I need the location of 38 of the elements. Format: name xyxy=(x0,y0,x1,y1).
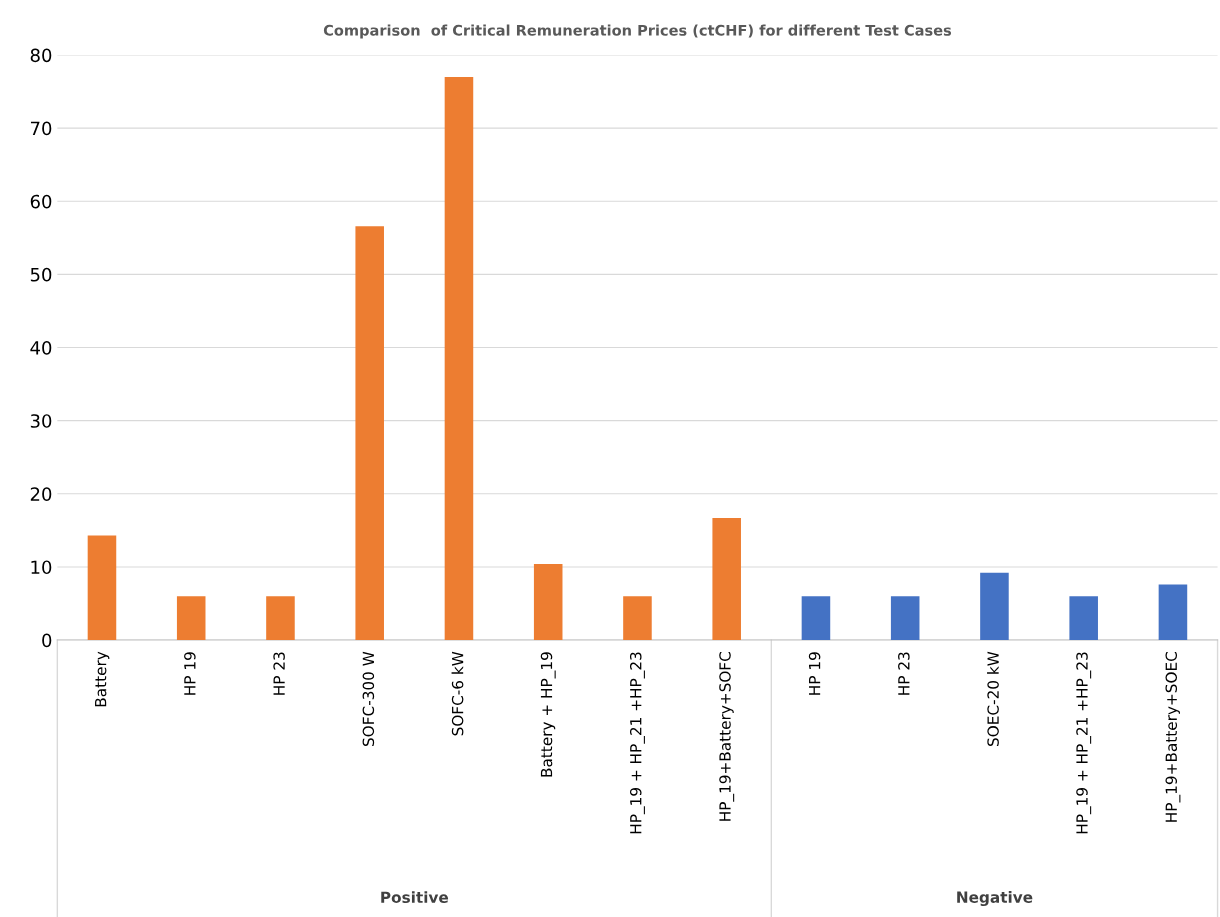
text: Negative xyxy=(957,891,1033,906)
y-tick-label: 80 xyxy=(30,48,52,63)
bar xyxy=(87,535,117,641)
bar xyxy=(444,76,474,641)
y-tick-label: 50 xyxy=(30,267,52,282)
y-tick-label: 40 xyxy=(30,341,52,355)
x-tick-label: SOFC-6 kW xyxy=(451,651,464,736)
x-tick-label: SOEC-20 kW xyxy=(987,651,999,746)
bar xyxy=(1158,584,1188,641)
bar xyxy=(890,596,920,641)
x-tick-label: HP 19 xyxy=(808,652,821,695)
y-tick-label: 20 xyxy=(30,487,52,501)
bar xyxy=(266,596,295,641)
x-tick-label: HP_19+Battery+SOFC xyxy=(719,652,735,821)
y-tick-label: 10 xyxy=(31,560,52,575)
bar xyxy=(176,596,206,641)
bar xyxy=(801,596,831,641)
y-tick-label: 30 xyxy=(30,414,52,428)
x-tick-label: HP 19 xyxy=(184,652,196,695)
x-tick-label: Battery + HP_19 xyxy=(540,652,556,777)
bar xyxy=(712,517,741,641)
bar xyxy=(533,564,563,641)
bar xyxy=(1069,596,1098,641)
x-tick-label: Battery xyxy=(95,651,110,707)
x-tick-label: HP 23 xyxy=(898,652,910,695)
x-tick-label: SOFC-300 W xyxy=(362,651,375,746)
text: Positive xyxy=(381,891,449,904)
chart-title: Comparison of Critical Remuneration Prices (ctCHF) for different Test Cases xyxy=(323,24,952,39)
x-tick-label: HP_19+Battery+SOEC xyxy=(1165,652,1181,822)
x-tick-label: HP_19 + HP_21 +HP_23 xyxy=(1076,652,1092,834)
bar xyxy=(623,596,652,641)
x-tick-label: HP 23 xyxy=(273,652,285,695)
bar xyxy=(355,226,384,641)
y-tick-label: 60 xyxy=(30,194,52,209)
x-tick-label: HP_19 + HP_21 +HP_23 xyxy=(629,652,645,834)
bar xyxy=(980,572,1009,641)
y-tick-label: 0 xyxy=(42,633,52,648)
y-tick-label: 70 xyxy=(30,121,52,136)
